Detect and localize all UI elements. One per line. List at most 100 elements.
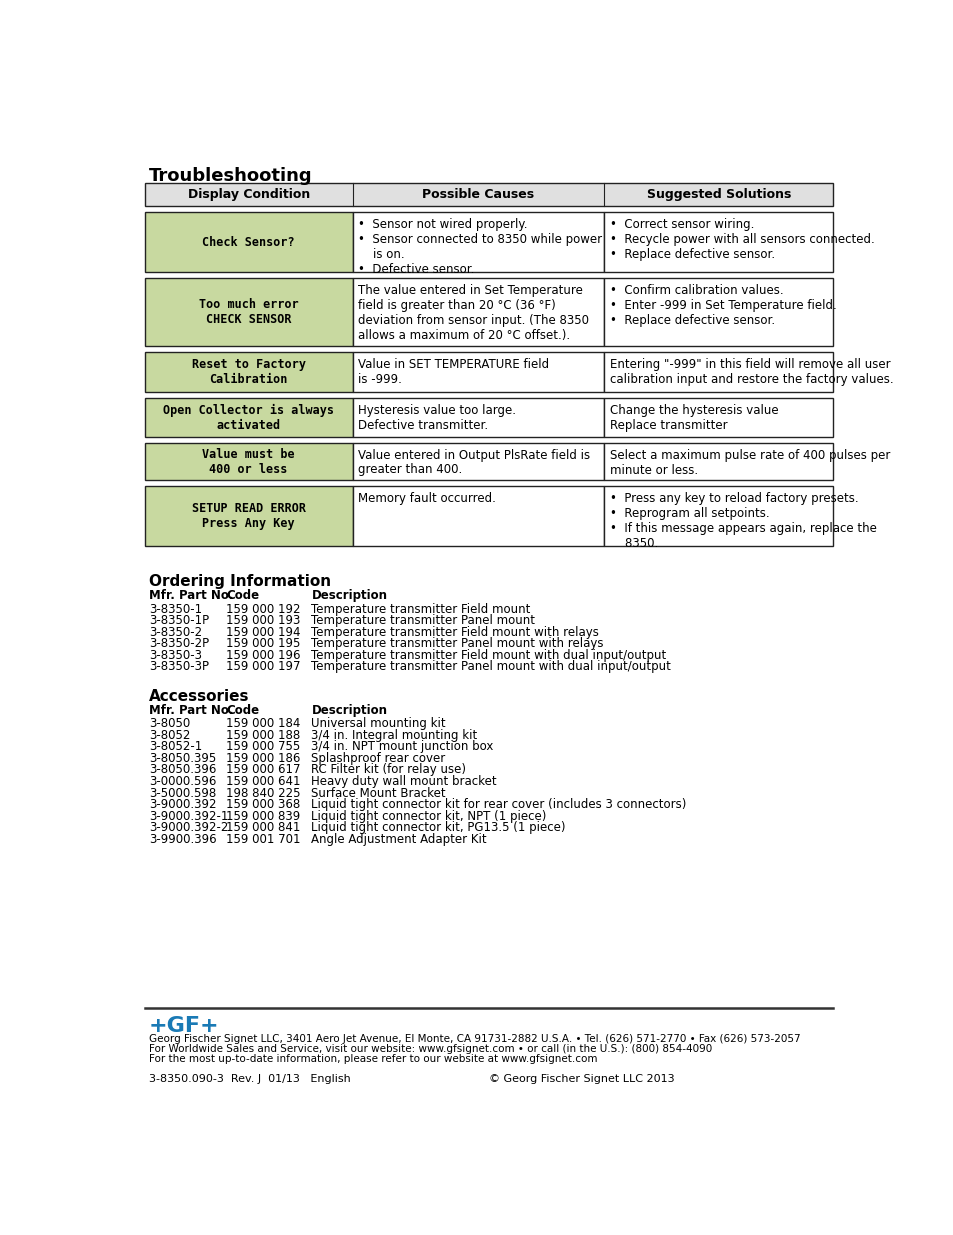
Text: Temperature transmitter Panel mount with dual input/output: Temperature transmitter Panel mount with… [311,661,671,673]
Text: SETUP READ ERROR
Press Any Key: SETUP READ ERROR Press Any Key [192,503,305,530]
Text: •  Confirm calibration values.
•  Enter -999 in Set Temperature field.
•  Replac: • Confirm calibration values. • Enter -9… [609,284,836,327]
Text: Splashproof rear cover: Splashproof rear cover [311,752,445,764]
Text: Value entered in Output PlsRate field is
greater than 400.: Value entered in Output PlsRate field is… [357,448,590,477]
Bar [604,399,832,437]
Bar [145,183,832,206]
Text: Accessories: Accessories [149,689,249,704]
Text: 159 000 188: 159 000 188 [226,729,300,742]
Bar [604,352,832,393]
Text: 3-8050: 3-8050 [149,718,190,730]
Bar [145,352,353,393]
Text: Temperature transmitter Panel mount with relays: Temperature transmitter Panel mount with… [311,637,603,650]
Text: Georg Fischer Signet LLC, 3401 Aero Jet Avenue, El Monte, CA 91731-2882 U.S.A. •: Georg Fischer Signet LLC, 3401 Aero Jet … [149,1034,800,1044]
Text: 3-9900.396: 3-9900.396 [149,832,216,846]
Text: 3-8052: 3-8052 [149,729,190,742]
Text: Description: Description [311,704,387,718]
Bar [353,352,604,393]
Text: Description: Description [311,589,387,603]
Text: 159 000 195: 159 000 195 [226,637,300,650]
Bar [353,212,604,272]
Text: Liquid tight connector kit, PG13.5 (1 piece): Liquid tight connector kit, PG13.5 (1 pi… [311,821,565,834]
Text: 159 000 839: 159 000 839 [226,810,300,823]
Text: 159 000 841: 159 000 841 [226,821,300,834]
Text: Heavy duty wall mount bracket: Heavy duty wall mount bracket [311,776,497,788]
Text: Code: Code [226,589,259,603]
Text: Value must be
400 or less: Value must be 400 or less [202,447,294,475]
Text: Temperature transmitter Panel mount: Temperature transmitter Panel mount [311,614,535,627]
Bar [145,278,353,346]
Bar [353,487,604,546]
Text: Hysteresis value too large.
Defective transmitter.: Hysteresis value too large. Defective tr… [357,404,516,432]
Text: 3/4 in. Integral mounting kit: 3/4 in. Integral mounting kit [311,729,477,742]
Text: 159 000 196: 159 000 196 [226,648,300,662]
Text: 3-8350-3: 3-8350-3 [149,648,201,662]
Text: Value in SET TEMPERATURE field
is -999.: Value in SET TEMPERATURE field is -999. [357,358,549,385]
Text: Universal mounting kit: Universal mounting kit [311,718,446,730]
Text: Possible Causes: Possible Causes [422,188,534,201]
Text: Select a maximum pulse rate of 400 pulses per
minute or less.: Select a maximum pulse rate of 400 pulse… [609,448,889,477]
Text: Check Sensor?: Check Sensor? [202,236,294,248]
Text: Change the hysteresis value
Replace transmitter: Change the hysteresis value Replace tran… [609,404,778,432]
Text: 159 001 701: 159 001 701 [226,832,300,846]
Bar [353,399,604,437]
Text: The value entered in Set Temperature
field is greater than 20 °C (36 °F)
deviati: The value entered in Set Temperature fie… [357,284,588,342]
Text: For Worldwide Sales and Service, visit our website: www.gfsignet.com • or call (: For Worldwide Sales and Service, visit o… [149,1044,711,1053]
Bar [604,443,832,480]
Text: 3-8052-1: 3-8052-1 [149,740,202,753]
Text: Troubleshooting: Troubleshooting [149,168,312,185]
Bar [145,487,353,546]
Text: 3-9000.392-1: 3-9000.392-1 [149,810,228,823]
Text: 3-9000.392-2: 3-9000.392-2 [149,821,228,834]
Text: 159 000 194: 159 000 194 [226,626,300,638]
Text: Liquid tight connector kit for rear cover (includes 3 connectors): Liquid tight connector kit for rear cove… [311,798,686,811]
Text: 3-8050.396: 3-8050.396 [149,763,215,777]
Text: 3-8350-1P: 3-8350-1P [149,614,209,627]
Text: 3/4 in. NPT mount junction box: 3/4 in. NPT mount junction box [311,740,494,753]
Text: 159 000 197: 159 000 197 [226,661,300,673]
Text: Memory fault occurred.: Memory fault occurred. [357,492,496,505]
Text: •  Correct sensor wiring.
•  Recycle power with all sensors connected.
•  Replac: • Correct sensor wiring. • Recycle power… [609,217,874,261]
Text: Open Collector is always
activated: Open Collector is always activated [163,404,334,432]
Text: 3-8350-2P: 3-8350-2P [149,637,209,650]
Text: Reset to Factory
Calibration: Reset to Factory Calibration [192,358,305,387]
Text: Entering "-999" in this field will remove all user
calibration input and restore: Entering "-999" in this field will remov… [609,358,893,385]
Bar [604,212,832,272]
Text: Surface Mount Bracket: Surface Mount Bracket [311,787,446,799]
Text: Temperature transmitter Field mount with dual input/output: Temperature transmitter Field mount with… [311,648,666,662]
Text: 3-8350-3P: 3-8350-3P [149,661,209,673]
Text: Temperature transmitter Field mount: Temperature transmitter Field mount [311,603,530,615]
Bar [604,278,832,346]
Text: •  Sensor not wired properly.
•  Sensor connected to 8350 while power
    is on.: • Sensor not wired properly. • Sensor co… [357,217,601,275]
Text: 159 000 186: 159 000 186 [226,752,300,764]
Bar [145,399,353,437]
Bar [353,443,604,480]
Bar [145,443,353,480]
Text: 159 000 755: 159 000 755 [226,740,300,753]
Text: 159 000 368: 159 000 368 [226,798,300,811]
Text: © Georg Fischer Signet LLC 2013: © Georg Fischer Signet LLC 2013 [488,1073,674,1084]
Text: 159 000 193: 159 000 193 [226,614,300,627]
Text: 159 000 192: 159 000 192 [226,603,300,615]
Text: 159 000 617: 159 000 617 [226,763,300,777]
Text: Ordering Information: Ordering Information [149,574,331,589]
Text: Liquid tight connector kit, NPT (1 piece): Liquid tight connector kit, NPT (1 piece… [311,810,546,823]
Text: 3-8350.090-3  Rev. J  01/13   English: 3-8350.090-3 Rev. J 01/13 English [149,1073,350,1084]
Text: 3-9000.392: 3-9000.392 [149,798,216,811]
Text: Code: Code [226,704,259,718]
Text: Too much error
CHECK SENSOR: Too much error CHECK SENSOR [198,298,298,326]
Bar [353,278,604,346]
Text: 3-8350-2: 3-8350-2 [149,626,202,638]
Text: 3-5000.598: 3-5000.598 [149,787,215,799]
Text: Mfr. Part No.: Mfr. Part No. [149,704,233,718]
Bar [145,212,353,272]
Text: •  Press any key to reload factory presets.
•  Reprogram all setpoints.
•  If th: • Press any key to reload factory preset… [609,492,876,550]
Text: Suggested Solutions: Suggested Solutions [646,188,790,201]
Text: RC Filter kit (for relay use): RC Filter kit (for relay use) [311,763,466,777]
Text: 159 000 641: 159 000 641 [226,776,300,788]
Text: 3-0000.596: 3-0000.596 [149,776,215,788]
Text: 159 000 184: 159 000 184 [226,718,300,730]
Text: Temperature transmitter Field mount with relays: Temperature transmitter Field mount with… [311,626,598,638]
Text: 3-8050.395: 3-8050.395 [149,752,215,764]
Text: Angle Adjustment Adapter Kit: Angle Adjustment Adapter Kit [311,832,487,846]
Text: Display Condition: Display Condition [188,188,310,201]
